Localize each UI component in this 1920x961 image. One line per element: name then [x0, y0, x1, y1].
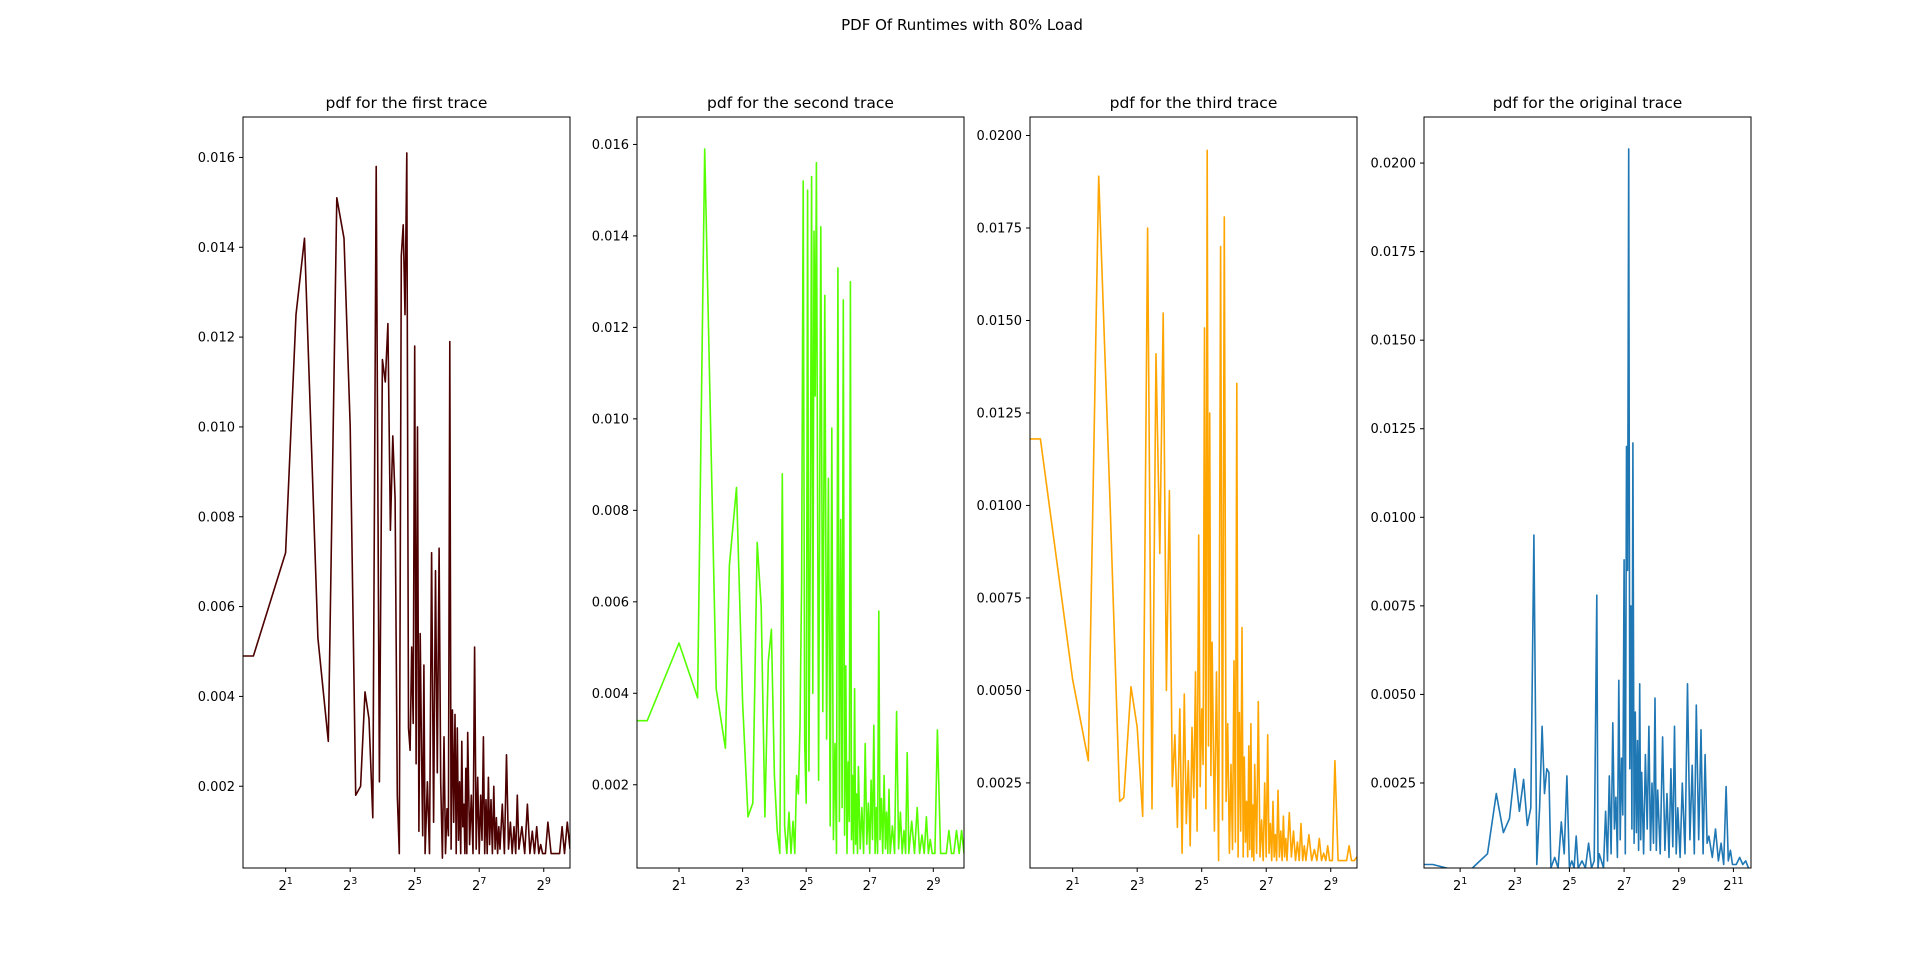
axes-frame-2: [636, 116, 965, 869]
xtick-label: 25: [1562, 876, 1576, 894]
series-line-1: [243, 152, 570, 859]
ytick-label: 0.0050: [1371, 688, 1417, 703]
xtick-label: 27: [1617, 876, 1631, 894]
ytick-label: 0.014: [198, 241, 235, 256]
axes-frame-4: [1423, 116, 1752, 869]
axes-frame-3: [1029, 116, 1358, 869]
ytick-label: 0.0175: [977, 221, 1023, 236]
xtick-label: 25: [408, 876, 422, 894]
xtick-label: 27: [863, 876, 877, 894]
xtick-label: 23: [1130, 876, 1144, 894]
ytick-label: 0.004: [592, 687, 629, 702]
xtick-label: 21: [278, 876, 292, 894]
ytick-label: 0.0200: [977, 129, 1023, 144]
ytick-label: 0.006: [592, 595, 629, 610]
ytick-label: 0.006: [198, 600, 235, 615]
xtick-label: 29: [926, 876, 940, 894]
axes-frame-1: [242, 116, 571, 869]
ytick-label: 0.0050: [977, 684, 1023, 699]
subplot-4: pdf for the original trace 0.0025 0.0050 0.…: [1371, 94, 1752, 894]
ytick-label: 0.014: [592, 229, 629, 244]
ytick-label: 0.0150: [1371, 334, 1417, 349]
ytick-label: 0.0025: [977, 776, 1023, 791]
ytick-label: 0.0175: [1371, 245, 1417, 260]
subplot-title-4: pdf for the original trace: [1493, 94, 1683, 112]
ytick-label: 0.0075: [977, 591, 1023, 606]
ytick-label: 0.0125: [1371, 422, 1417, 437]
subplot-title-2: pdf for the second trace: [707, 94, 894, 112]
xtick-label: 27: [1259, 876, 1273, 894]
xtick-label: 21: [1453, 876, 1467, 894]
subplot-2: pdf for the second trace 0.002 0.004 0.006 0…: [592, 94, 965, 894]
xtick-label: 211: [1723, 876, 1743, 894]
ytick-label: 0.002: [198, 780, 235, 795]
ytick-label: 0.016: [198, 151, 235, 166]
ytick-label: 0.0150: [977, 314, 1023, 329]
series-line-2: [637, 148, 964, 855]
figure-suptitle: PDF Of Runtimes with 80% Load: [841, 16, 1083, 34]
ytick-label: 0.010: [198, 420, 235, 435]
ytick-label: 0.012: [198, 331, 235, 346]
xtick-label: 23: [735, 876, 749, 894]
subplot-3: pdf for the third trace 0.0025 0.0050 0.007…: [977, 94, 1358, 894]
ytick-label: 0.0200: [1371, 157, 1417, 172]
ytick-label: 0.0025: [1371, 776, 1417, 791]
xtick-label: 29: [1672, 876, 1686, 894]
subplots: pdf for the first trace 0.002 0.004 0.006 0.…: [198, 94, 1752, 894]
ytick-label: 0.010: [592, 412, 629, 427]
ytick-label: 0.0100: [1371, 511, 1417, 526]
subplot-title-3: pdf for the third trace: [1110, 94, 1278, 112]
subplot-title-1: pdf for the first trace: [326, 94, 488, 112]
xtick-label: 23: [1508, 876, 1522, 894]
xtick-label: 29: [537, 876, 551, 894]
ytick-label: 0.012: [592, 321, 629, 336]
subplot-1: pdf for the first trace 0.002 0.004 0.006 0.…: [198, 94, 571, 894]
ytick-label: 0.016: [592, 138, 629, 153]
ytick-label: 0.0100: [977, 499, 1023, 514]
xtick-label: 23: [343, 876, 357, 894]
xtick-label: 21: [1065, 876, 1079, 894]
xtick-label: 25: [1195, 876, 1209, 894]
xtick-label: 27: [472, 876, 486, 894]
ytick-label: 0.004: [198, 690, 235, 705]
xtick-label: 25: [799, 876, 813, 894]
xtick-label: 29: [1324, 876, 1338, 894]
ytick-label: 0.0075: [1371, 599, 1417, 614]
series-line-4: [1424, 148, 1750, 868]
series-line-3: [1030, 149, 1357, 862]
ytick-label: 0.0125: [977, 406, 1023, 421]
ytick-label: 0.002: [592, 778, 629, 793]
xtick-label: 21: [672, 876, 686, 894]
ytick-label: 0.008: [198, 510, 235, 525]
ytick-label: 0.008: [592, 504, 629, 519]
